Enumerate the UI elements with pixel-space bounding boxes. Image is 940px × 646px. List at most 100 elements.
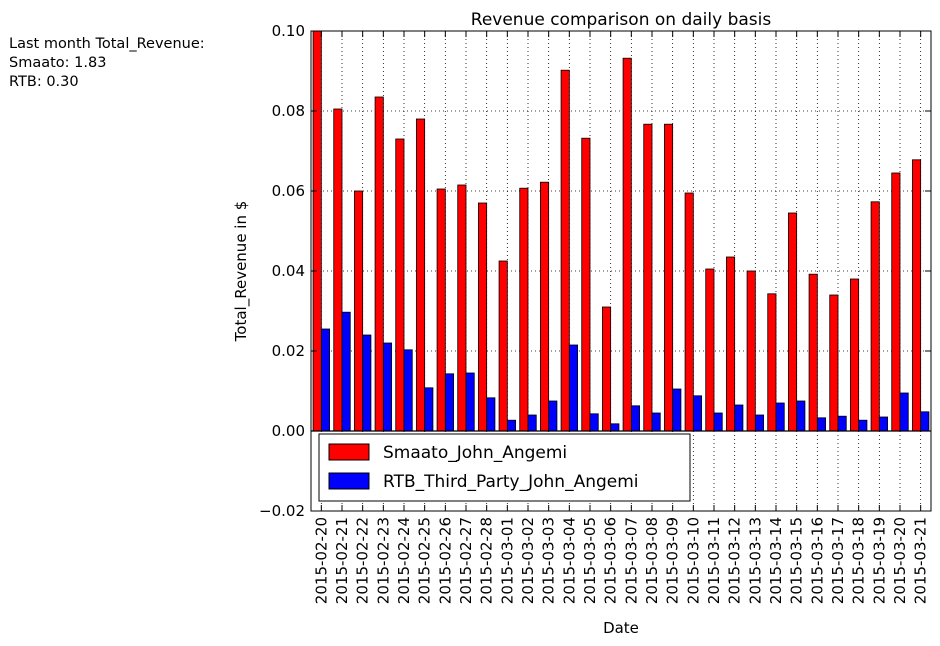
- x-tick-label: 2015-03-13: [746, 517, 764, 604]
- x-tick-label: 2015-03-14: [767, 517, 785, 604]
- revenue-summary: Last month Total_Revenue: Smaato: 1.83 R…: [9, 35, 205, 92]
- rtb-bar: [610, 423, 620, 432]
- x-tick-label: 2015-03-21: [912, 517, 930, 604]
- x-tick-label: 2015-02-27: [457, 517, 475, 604]
- smaato-bar: [581, 137, 591, 432]
- smaato-bar: [457, 184, 467, 432]
- x-tick-label: 2015-02-20: [312, 517, 330, 604]
- rtb-bar: [878, 416, 888, 432]
- summary-smaato: Smaato: 1.83: [9, 55, 107, 71]
- rtb-bar: [816, 417, 826, 432]
- x-tick-label: 2015-02-25: [416, 517, 434, 604]
- x-tick-label: 2015-03-07: [622, 517, 640, 604]
- x-tick-label: 2015-02-23: [374, 517, 392, 604]
- summary-rtb: RTB: 0.30: [9, 74, 79, 90]
- x-tick-label: 2015-03-04: [560, 517, 578, 604]
- x-tick-label: 2015-02-22: [354, 517, 372, 604]
- smaato-bar: [560, 69, 570, 432]
- rtb-bar: [341, 311, 351, 432]
- rtb-bar: [899, 392, 909, 432]
- x-tick-label: 2015-03-19: [870, 517, 888, 604]
- smaato-bar: [684, 192, 694, 432]
- rtb-bar: [754, 414, 764, 432]
- rtb-bar: [424, 387, 434, 432]
- rtb-bar: [568, 344, 578, 432]
- x-tick-label: 2015-03-16: [808, 517, 826, 604]
- smaato-bar: [477, 202, 488, 432]
- y-axis-label: Total_Revenue in $: [232, 201, 251, 343]
- legend-box: [318, 433, 691, 502]
- legend-label: RTB_Third_Party_John_Angemi: [383, 472, 639, 492]
- smaato-bar: [353, 190, 364, 432]
- rtb-bar: [382, 342, 393, 432]
- x-tick-label: 2015-03-10: [684, 517, 702, 604]
- summary-heading: Last month Total_Revenue:: [9, 36, 205, 52]
- smaato-bar: [705, 268, 715, 432]
- x-tick-label: 2015-03-08: [643, 517, 661, 604]
- x-tick-label: 2015-03-03: [540, 517, 558, 604]
- y-tick-label: 0.00: [272, 422, 305, 440]
- smaato-bar: [374, 96, 384, 432]
- rtb-bar: [734, 404, 744, 432]
- rtb-bar: [837, 415, 847, 432]
- smaato-bar: [498, 260, 508, 432]
- x-axis-label: Date: [603, 619, 639, 637]
- smaato-bar: [395, 138, 405, 432]
- x-tick-label: 2015-03-05: [581, 517, 599, 604]
- smaato-bar: [726, 256, 736, 432]
- rtb-bar: [858, 419, 868, 432]
- rtb-bar: [589, 413, 599, 432]
- smaato-bar: [664, 123, 674, 432]
- rtb-bar: [548, 400, 558, 432]
- legend-label: Smaato_John_Angemi: [383, 443, 567, 463]
- rtb-bar: [403, 349, 413, 432]
- x-tick-label: 2015-03-20: [891, 517, 909, 604]
- x-tick-label: 2015-03-17: [829, 517, 847, 604]
- rtb-bar: [506, 419, 517, 432]
- smaato-bar: [829, 294, 839, 432]
- smaato-bar: [540, 181, 550, 432]
- rtb-bar: [796, 400, 806, 432]
- smaato-bar: [436, 188, 446, 432]
- smaato-bar: [891, 172, 901, 432]
- rtb-bar: [713, 412, 723, 432]
- x-tick-label: 2015-02-28: [478, 517, 496, 604]
- y-tick-label: 0.10: [272, 22, 305, 40]
- y-tick-label: 0.06: [272, 182, 305, 200]
- smaato-bar: [622, 57, 632, 432]
- x-tick-label: 2015-03-12: [726, 517, 744, 604]
- x-tick-label: 2015-03-02: [519, 517, 537, 604]
- x-tick-label: 2015-03-11: [705, 517, 723, 604]
- x-tick-label: 2015-03-15: [788, 517, 806, 604]
- x-tick-label: 2015-03-06: [602, 517, 620, 604]
- smaato-bar: [870, 201, 880, 432]
- smaato-bar: [519, 187, 529, 432]
- bars-layer: [312, 30, 930, 432]
- rtb-bar: [486, 397, 496, 432]
- y-tick-label: 0.04: [272, 262, 305, 280]
- smaato-bar: [788, 212, 798, 432]
- x-tick-label: 2015-03-09: [664, 517, 682, 604]
- rtb-bar: [692, 395, 702, 432]
- x-tick-label: 2015-02-26: [436, 517, 454, 604]
- rtb-bar: [465, 372, 475, 432]
- smaato-bar: [746, 270, 756, 432]
- x-tick-label: 2015-03-18: [850, 517, 868, 604]
- x-tick-label: 2015-03-01: [498, 517, 516, 604]
- rtb-bar: [630, 405, 640, 432]
- rtb-bar: [651, 412, 661, 432]
- plot-frame: [310, 30, 932, 512]
- rtb-bar: [444, 373, 455, 432]
- x-tick-label: 2015-02-21: [333, 517, 351, 604]
- smaato-bar: [850, 278, 860, 432]
- smaato-bar: [312, 30, 322, 432]
- y-tick-label: 0.08: [272, 102, 305, 120]
- chart-title: Revenue comparison on daily basis: [471, 10, 772, 30]
- rtb-bar: [362, 334, 372, 432]
- rtb-bar: [320, 328, 331, 432]
- rtb-bar: [775, 402, 785, 432]
- legend-swatch: [328, 443, 370, 461]
- smaato-bar: [912, 159, 922, 432]
